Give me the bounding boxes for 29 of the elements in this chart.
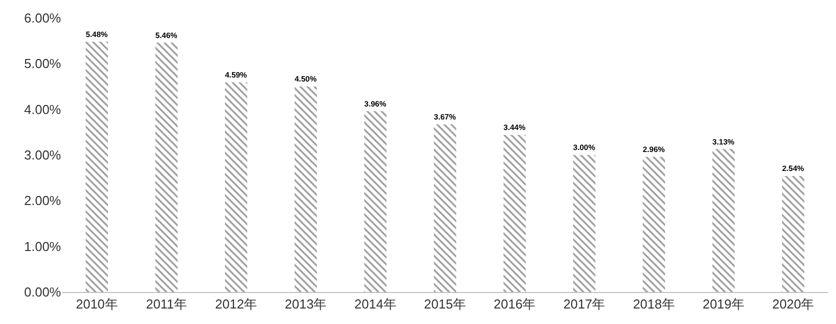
x-tick-label: 2011年: [146, 296, 187, 312]
bar: [782, 176, 804, 292]
y-tick-label: 2.00%: [24, 193, 62, 208]
y-tick-label: 3.00%: [24, 148, 62, 163]
bar: [224, 82, 248, 292]
bar: [642, 156, 666, 292]
bar: [434, 124, 456, 292]
x-tick-label: 2015年: [424, 296, 466, 312]
x-tick-label: 2010年: [76, 296, 118, 312]
bar: [573, 155, 596, 292]
bar: [294, 86, 317, 292]
bar: [86, 42, 108, 292]
y-tick-label: 1.00%: [24, 238, 62, 254]
x-tick-label: 2018年: [632, 296, 675, 312]
y-tick-label: 5.00%: [24, 56, 62, 72]
y-tick-label: 0.00%: [24, 284, 62, 300]
bar: [712, 149, 735, 292]
x-tick-label: 2016年: [494, 296, 536, 312]
x-tick-label: 2017年: [563, 296, 606, 312]
x-tick-label: 2014年: [354, 296, 396, 312]
x-tick-label: 2012年: [215, 296, 258, 312]
bar: [155, 42, 178, 292]
bar: [503, 134, 526, 292]
y-tick-label: 6.00%: [24, 10, 62, 26]
y-tick-label: 4.00%: [24, 102, 62, 117]
bar: [364, 111, 387, 292]
x-tick-label: 2020年: [772, 296, 814, 312]
x-tick-label: 2013年: [284, 296, 327, 312]
x-tick-label: 2019年: [702, 296, 745, 312]
